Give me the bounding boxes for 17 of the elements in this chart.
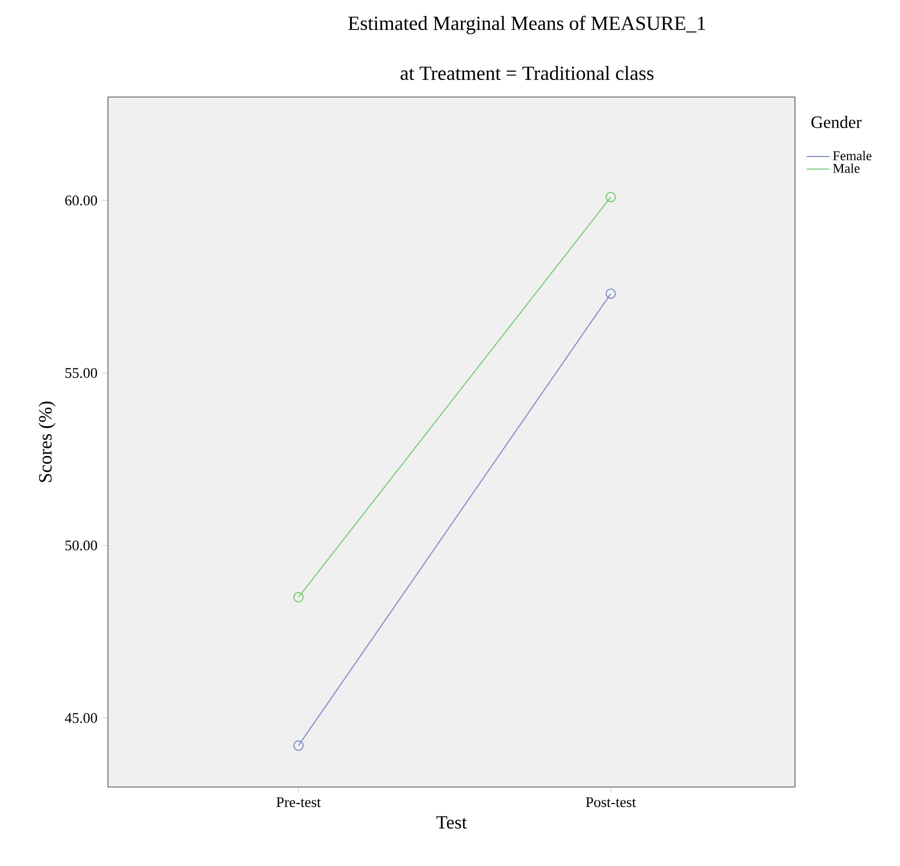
- chart-subtitle: at Treatment = Traditional class: [400, 66, 654, 80]
- y-tick-label: 50.00: [65, 540, 98, 550]
- legend-label: Male: [833, 163, 860, 173]
- point: [606, 288, 616, 299]
- y-axis-title: Scores (%): [38, 402, 56, 482]
- x-axis-title: Test: [436, 816, 467, 829]
- point: [293, 740, 304, 751]
- legend-label: Female: [833, 150, 872, 160]
- chart-title: Estimated Marginal Means of MEASURE_1: [348, 16, 706, 34]
- y-tick-label: 60.00: [65, 196, 98, 206]
- x-tick-label: Post-test: [586, 797, 636, 808]
- y-tick-label: 55.00: [65, 368, 98, 378]
- x-tick-label: Pre-test: [276, 797, 321, 808]
- point: [606, 192, 616, 202]
- point: [293, 592, 304, 602]
- y-tick-label: 45.00: [64, 713, 98, 723]
- legend-title: Gender: [811, 116, 862, 128]
